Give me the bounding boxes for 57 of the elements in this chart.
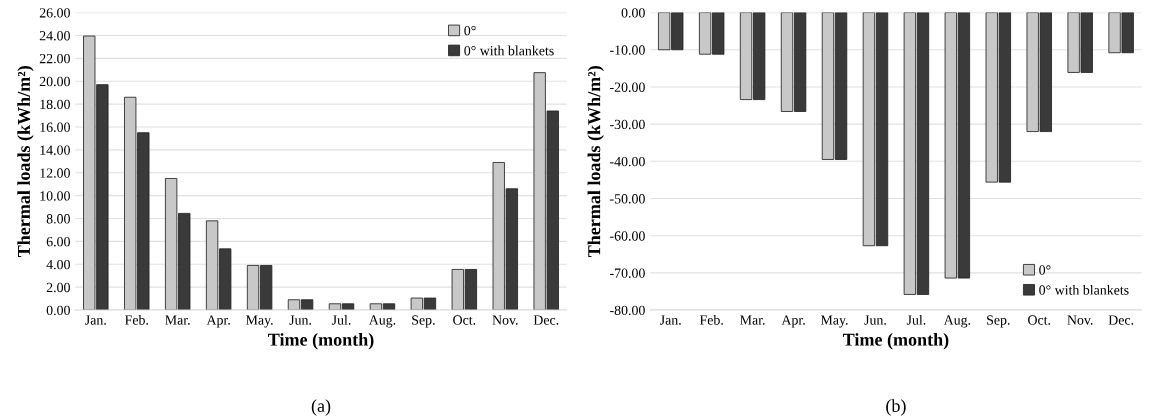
y-tick-label: -10.00 — [610, 45, 645, 55]
x-axis-title: Time (month) — [268, 333, 374, 350]
x-tick-label: Feb. — [125, 314, 148, 325]
y-tick-label: -70.00 — [610, 268, 645, 278]
y-tick-label: 26.00 — [39, 8, 70, 18]
legend-label: 0° with blankets — [464, 45, 554, 56]
y-tick-label: -60.00 — [610, 231, 645, 241]
legend-label: 0° with blankets — [1039, 284, 1129, 295]
x-tick-label: Apr. — [206, 315, 230, 328]
y-tick-label: 20.00 — [39, 76, 70, 87]
legend-label: 0° — [1039, 265, 1051, 275]
y-tick-label: 12.00 — [40, 168, 70, 178]
x-tick-label: May. — [820, 315, 848, 328]
x-tick-label: Jul. — [331, 314, 351, 325]
x-tick-label: Aug. — [943, 315, 971, 328]
y-tick-label: -30.00 — [610, 119, 645, 130]
y-tick-label: 16.00 — [40, 122, 70, 133]
y-tick-label: -80.00 — [610, 305, 645, 316]
x-tick-label: Jul. — [906, 314, 926, 325]
x-tick-label: Oct. — [453, 315, 476, 325]
x-tick-label: Oct. — [1028, 315, 1051, 325]
y-tick-label: -20.00 — [610, 82, 645, 92]
x-tick-label: Feb. — [699, 314, 723, 325]
x-tick-label: Aug. — [368, 315, 396, 328]
x-tick-label: Dec. — [1108, 315, 1134, 325]
text: (b) — [886, 399, 906, 416]
x-tick-label: Mar. — [165, 315, 190, 325]
x-tick-label: Jan. — [85, 315, 106, 325]
y-tick-label: 0.00 — [621, 8, 645, 18]
y-tick-label: 0.00 — [46, 305, 70, 316]
x-tick-label: Jun. — [864, 315, 886, 325]
y-tick-label: 18.00 — [40, 99, 70, 110]
x-tick-label: Sep. — [987, 315, 1010, 328]
legend-label: 0° — [464, 25, 476, 36]
y-tick-label: 2.00 — [46, 282, 70, 293]
x-axis-title: Time (month) — [842, 333, 949, 350]
x-tick-label: Nov. — [1067, 315, 1093, 325]
y-tick-label: 22.00 — [39, 53, 70, 64]
x-tick-label: Sep. — [412, 315, 435, 328]
y-tick-label: -50.00 — [610, 194, 645, 204]
y-axis-title: Thermal loads (kWh/m²) — [17, 66, 34, 258]
y-tick-label: 14.00 — [40, 145, 70, 155]
y-tick-label: -40.00 — [610, 156, 645, 167]
text: (a) — [311, 399, 331, 416]
x-tick-label: Nov. — [492, 315, 518, 325]
x-tick-label: Mar. — [740, 315, 765, 325]
x-tick-label: Apr. — [781, 315, 805, 328]
x-tick-label: May. — [245, 315, 273, 328]
y-tick-label: 6.00 — [46, 236, 70, 247]
x-tick-label: Jun. — [289, 315, 312, 325]
y-tick-label: 10.00 — [40, 191, 70, 201]
y-tick-label: 24.00 — [39, 31, 70, 41]
x-tick-label: Dec. — [533, 315, 559, 325]
y-axis-title: Thermal loads (kWh/m²) — [587, 66, 604, 258]
y-tick-label: 4.00 — [46, 259, 70, 270]
y-tick-label: 8.00 — [46, 214, 70, 224]
x-tick-label: Jan. — [660, 315, 681, 325]
